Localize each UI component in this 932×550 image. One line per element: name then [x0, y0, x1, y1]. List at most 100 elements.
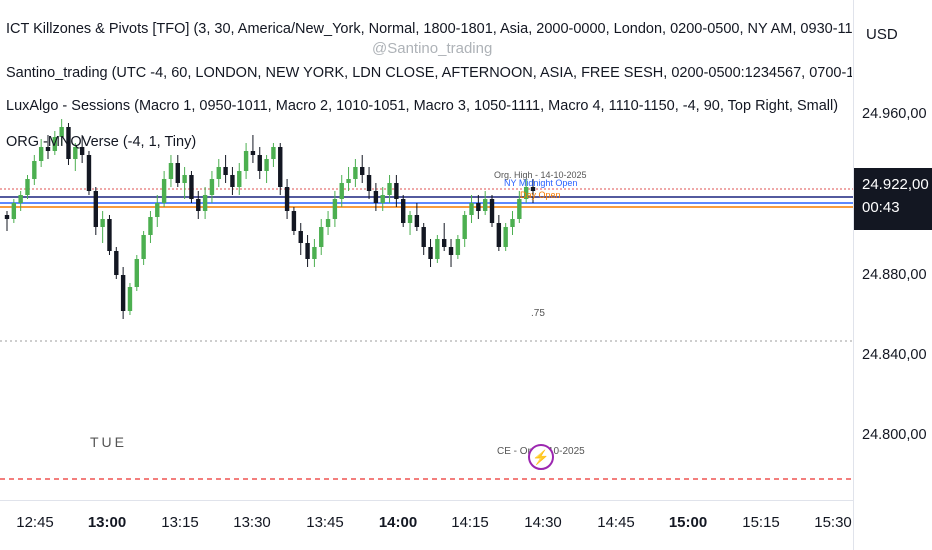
candle-body — [298, 231, 303, 243]
candle-body — [196, 199, 201, 211]
candle-body — [319, 227, 324, 247]
candle-body — [237, 171, 242, 187]
indicator-legend-santino[interactable]: Santino_trading (UTC -4, 60, LONDON, NEW… — [6, 65, 852, 81]
time-axis-label: 14:00 — [378, 514, 418, 531]
candle-body — [161, 179, 167, 203]
indicator-legend-luxalgo[interactable]: LuxAlgo - Sessions (Macro 1, 0950-1011, … — [6, 98, 839, 114]
current-price-value: 24.922,00 — [862, 176, 929, 193]
candle-body — [11, 203, 17, 219]
candle-body — [93, 191, 99, 227]
candle-body — [168, 163, 174, 179]
candle-body — [360, 167, 365, 175]
candle-body — [380, 195, 385, 203]
candle-body — [45, 147, 51, 151]
time-axis-label: 14:45 — [597, 514, 635, 531]
time-axis-label: 13:00 — [87, 514, 127, 531]
candle-body — [291, 211, 297, 231]
candle-body — [489, 199, 495, 223]
price-scale-divider — [853, 0, 854, 550]
price-axis-label: 24.880,00 — [862, 267, 927, 283]
indicator-legend-killzones[interactable]: ICT Killzones & Pivots [TFO] (3, 30, Ame… — [6, 21, 852, 37]
candle-body — [312, 247, 317, 259]
candle-body — [209, 179, 215, 195]
time-axis-label: 15:15 — [742, 514, 780, 531]
time-axis-label: 12:45 — [16, 514, 54, 531]
candle-body — [216, 167, 221, 179]
candle-body — [469, 203, 474, 215]
candle-body — [421, 227, 426, 247]
candle-body — [107, 219, 112, 251]
candle-body — [332, 199, 338, 219]
time-axis-label: 13:15 — [161, 514, 199, 531]
price-axis-label: 24.960,00 — [862, 106, 927, 122]
currency-label[interactable]: USD — [866, 26, 898, 43]
candle-body — [353, 167, 358, 179]
candle-body — [223, 167, 228, 175]
candle-body — [264, 159, 269, 171]
candle-body — [503, 227, 508, 247]
candle-body — [435, 239, 440, 259]
candle-body — [189, 175, 194, 199]
candle-body — [305, 243, 310, 259]
candle-body — [530, 187, 536, 191]
candle-body — [387, 183, 392, 195]
price-axis-label: 24.840,00 — [862, 347, 927, 363]
candle-body — [18, 195, 23, 203]
candle-body — [482, 199, 488, 211]
candle-body — [202, 195, 208, 211]
candle-body — [414, 215, 420, 227]
lightning-icon[interactable]: ⚡ — [528, 444, 554, 470]
fib-75-label: .75 — [531, 308, 545, 319]
candle-body — [38, 147, 44, 161]
candle-body — [59, 127, 64, 137]
candle-body — [428, 247, 433, 259]
candle-body — [182, 175, 187, 183]
candle-body — [407, 215, 413, 223]
candle-body — [448, 247, 454, 255]
candle-body — [441, 239, 447, 247]
candle-body — [510, 219, 515, 227]
ny-midnight-label: NY Midnight Open — [504, 178, 578, 188]
candle-body — [373, 191, 379, 203]
candle-body — [141, 235, 146, 259]
candle-body — [73, 147, 78, 159]
ce-date-label: 10-2025 — [548, 446, 585, 457]
candle-body — [175, 163, 180, 183]
candle-body — [496, 223, 502, 247]
time-scale-divider — [0, 500, 853, 501]
candle-body — [4, 215, 10, 219]
candle-body — [66, 127, 71, 159]
candle-body — [250, 151, 256, 155]
current-price-tag: 24.922,00 00:43 — [854, 168, 932, 230]
candle-body — [114, 251, 119, 275]
candle-body — [25, 179, 30, 195]
time-axis-label: 13:45 — [306, 514, 344, 531]
candle-body — [366, 175, 372, 191]
time-axis-label: 14:30 — [524, 514, 562, 531]
candle-body — [523, 187, 529, 199]
time-axis-label: 14:15 — [451, 514, 489, 531]
candle-body — [120, 275, 126, 311]
candle-body — [462, 215, 467, 239]
time-axis-label: 13:30 — [233, 514, 271, 531]
candle-body — [32, 161, 37, 179]
price-axis-label: 24.800,00 — [862, 427, 927, 443]
candle-body — [79, 147, 85, 155]
candle-body — [100, 219, 105, 227]
candle-body — [394, 183, 399, 199]
candle-body — [476, 203, 481, 211]
candle-body — [517, 199, 522, 219]
candle-body — [148, 217, 153, 235]
indicator-legend-org[interactable]: ORG -MNQVerse (-4, 1, Tiny) — [6, 134, 197, 150]
candle-body — [278, 147, 283, 187]
candle-body — [401, 199, 406, 223]
ce-org-label: CE - Org — [497, 446, 537, 457]
candle-body — [325, 219, 331, 227]
watermark: @Santino_trading — [372, 40, 493, 57]
candle-body — [346, 179, 351, 183]
candle-body — [339, 183, 344, 199]
candle-body — [455, 239, 461, 255]
day-label: TUE — [90, 434, 127, 450]
candle-body — [284, 187, 290, 211]
